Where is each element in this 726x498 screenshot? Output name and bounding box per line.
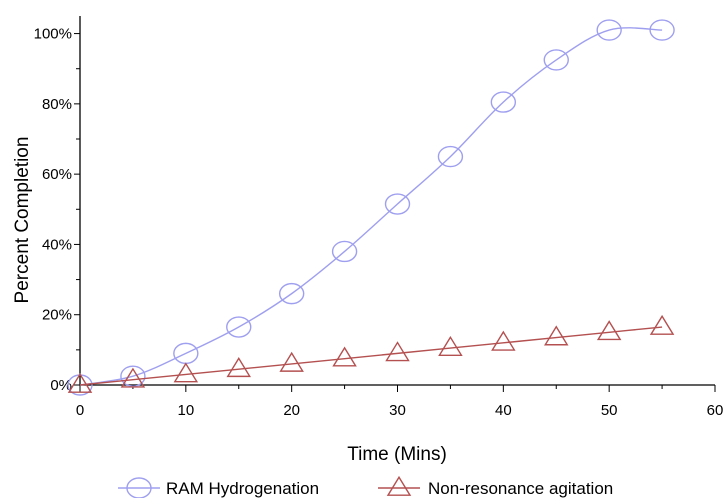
- y-tick-label: 0%: [50, 377, 72, 394]
- data-point: [67, 372, 93, 393]
- data-point: [120, 365, 146, 387]
- legend-marker: [126, 477, 152, 498]
- legend-item: RAM Hydrogenation: [118, 477, 319, 498]
- x-axis-label: Time (Mins): [347, 444, 447, 465]
- legend-label: Non-resonance agitation: [428, 479, 613, 498]
- data-point: [491, 330, 516, 351]
- x-tick-label: 10: [177, 402, 194, 419]
- data-point: [279, 351, 304, 372]
- data-point: [544, 325, 569, 346]
- data-point: [332, 346, 357, 367]
- data-point: [226, 316, 252, 338]
- data-point: [543, 49, 569, 71]
- data-point: [384, 193, 411, 215]
- x-tick-label: 0: [76, 402, 84, 419]
- series-ram-hydrogenation: [67, 19, 675, 396]
- y-axis-label: Percent Completion: [12, 137, 33, 304]
- series-layer: [67, 19, 675, 396]
- data-point: [596, 19, 622, 41]
- legend-item: Non-resonance agitation: [378, 475, 613, 498]
- series-line: [79, 27, 663, 386]
- y-tick-label: 100%: [34, 26, 72, 43]
- data-point: [437, 145, 464, 168]
- data-point: [649, 19, 675, 41]
- data-point: [331, 240, 358, 263]
- y-tick-label: 40%: [42, 236, 72, 253]
- data-point: [490, 91, 517, 113]
- x-tick-label: 20: [283, 402, 300, 419]
- legend: RAM Hydrogenation Non-resonance agitation: [118, 475, 613, 498]
- data-point: [649, 314, 675, 335]
- series-line: [79, 326, 663, 386]
- series-non-resonance-agitation: [67, 314, 675, 393]
- legend-marker: [386, 475, 412, 496]
- data-point: [278, 282, 305, 305]
- data-point: [596, 320, 622, 341]
- y-tick-label: 60%: [42, 166, 72, 183]
- x-tick-label: 40: [495, 402, 512, 419]
- data-point: [385, 341, 410, 362]
- data-point: [226, 357, 251, 378]
- x-tick-label: 30: [389, 402, 406, 419]
- y-tick-label: 80%: [42, 96, 72, 113]
- data-point: [438, 335, 463, 356]
- axes: 0 10 20 30 40 50 60 0% 20% 40% 60% 80% 100%: [34, 16, 724, 419]
- legend-label: RAM Hydrogenation: [166, 479, 319, 498]
- data-point: [173, 362, 199, 383]
- data-point: [120, 367, 146, 388]
- y-tick-label: 20%: [42, 307, 72, 324]
- x-tick-label: 50: [601, 402, 618, 419]
- x-tick-label: 60: [707, 402, 724, 419]
